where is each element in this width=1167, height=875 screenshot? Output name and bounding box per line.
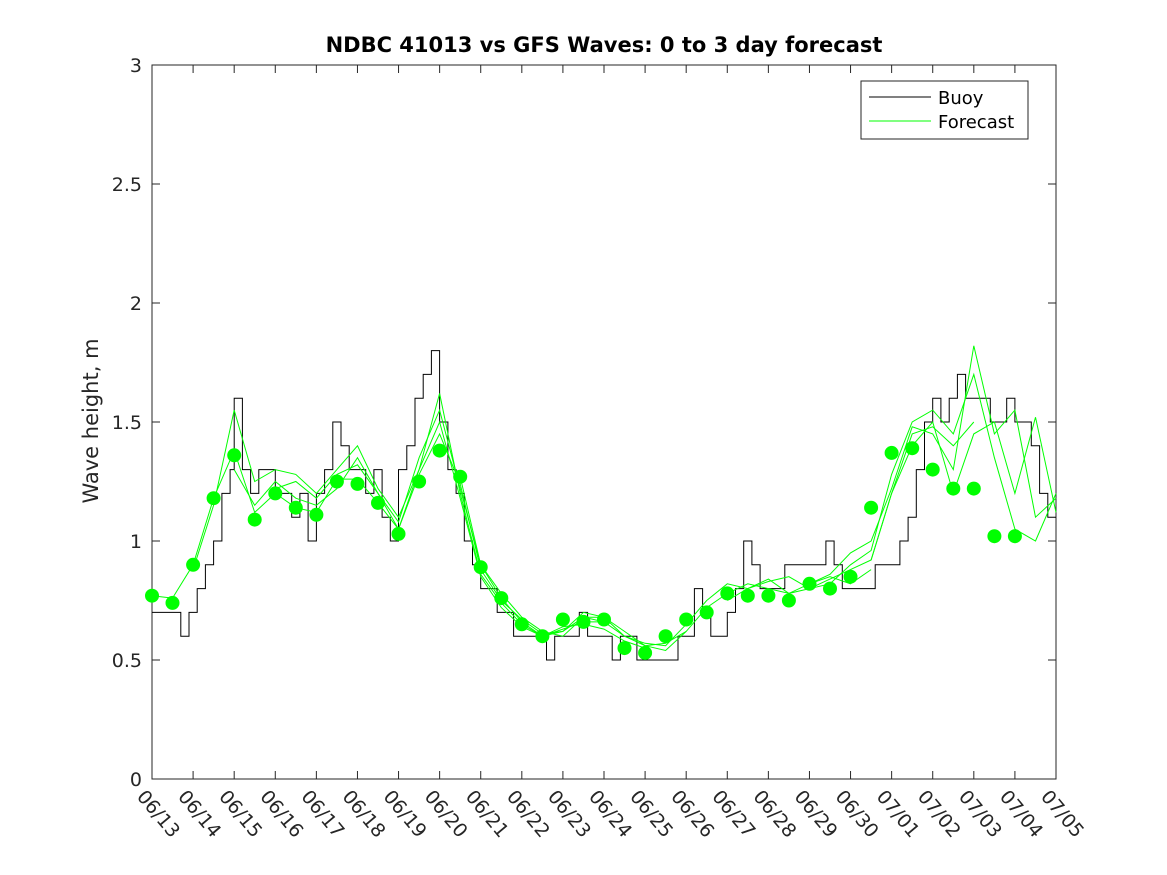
axes-box <box>151 64 1057 780</box>
forecast-point <box>391 526 406 541</box>
forecast-run-line <box>459 476 872 652</box>
forecast-point <box>864 500 879 515</box>
y-tick-label: 1 <box>130 531 142 553</box>
forecast-point <box>165 595 180 610</box>
forecast-point <box>823 581 837 596</box>
y-tick-label: 1.5 <box>112 412 142 434</box>
forecast-run-line <box>727 372 1057 601</box>
forecast-run-line <box>233 420 646 649</box>
forecast-point <box>617 641 632 656</box>
forecast-point <box>1007 529 1022 544</box>
forecast-point <box>288 500 303 515</box>
y-tick-label: 3 <box>130 55 142 77</box>
forecast-point <box>720 586 735 601</box>
forecast-point <box>638 645 653 660</box>
forecast-point <box>432 443 447 458</box>
forecast-point <box>555 612 570 627</box>
forecast-point <box>761 588 776 603</box>
forecast-point <box>494 591 509 606</box>
legend: Buoy Forecast <box>860 80 1029 140</box>
forecast-run-line <box>809 345 1057 585</box>
forecast-point <box>186 557 201 572</box>
y-tick-label: 2 <box>130 293 142 315</box>
forecast-point <box>309 507 324 522</box>
y-tick-label: 0.5 <box>112 650 142 672</box>
chart-title: NDBC 41013 vs GFS Waves: 0 to 3 day fore… <box>326 33 883 57</box>
legend-forecast-label: Forecast <box>938 112 1014 133</box>
forecast-point <box>966 481 981 496</box>
forecast-point <box>884 445 899 460</box>
forecast-point <box>699 605 714 620</box>
forecast-point <box>925 462 940 477</box>
plot-area <box>151 64 1057 780</box>
forecast-point <box>268 486 283 501</box>
y-axis-ticks: 0 0.5 1 1.5 2 2.5 3 <box>112 55 1056 791</box>
forecast-run-line <box>562 421 975 647</box>
forecast-point <box>987 529 1002 544</box>
forecast-run-line <box>192 393 604 637</box>
forecast-point <box>329 474 344 489</box>
forecast-point <box>740 588 755 603</box>
forecast-run-line <box>870 417 1057 561</box>
forecast-point <box>371 495 385 510</box>
forecast-point <box>227 448 242 463</box>
forecast-point <box>412 474 427 489</box>
legend-box <box>860 80 1029 140</box>
forecast-point <box>473 560 488 575</box>
y-tick-label: 0 <box>130 769 142 791</box>
legend-buoy-label: Buoy <box>938 88 984 109</box>
forecast-point <box>145 588 159 603</box>
y-tick-label: 2.5 <box>112 174 142 196</box>
series-layer <box>145 345 1057 661</box>
forecast-point <box>802 576 817 591</box>
forecast-point <box>658 629 673 644</box>
forecast-point <box>350 476 365 491</box>
forecast-point <box>781 593 796 608</box>
forecast-point <box>946 481 961 496</box>
forecast-point <box>679 612 694 627</box>
y-axis-label: Wave height, m <box>79 338 103 503</box>
forecast-point <box>514 617 529 632</box>
forecast-point <box>597 612 611 627</box>
forecast-point <box>905 441 920 456</box>
forecast-point <box>535 629 550 644</box>
forecast-point <box>453 469 468 484</box>
forecast-point <box>576 614 591 629</box>
forecast-point <box>206 491 221 506</box>
forecast-point <box>843 569 858 584</box>
forecast-point <box>247 512 262 527</box>
